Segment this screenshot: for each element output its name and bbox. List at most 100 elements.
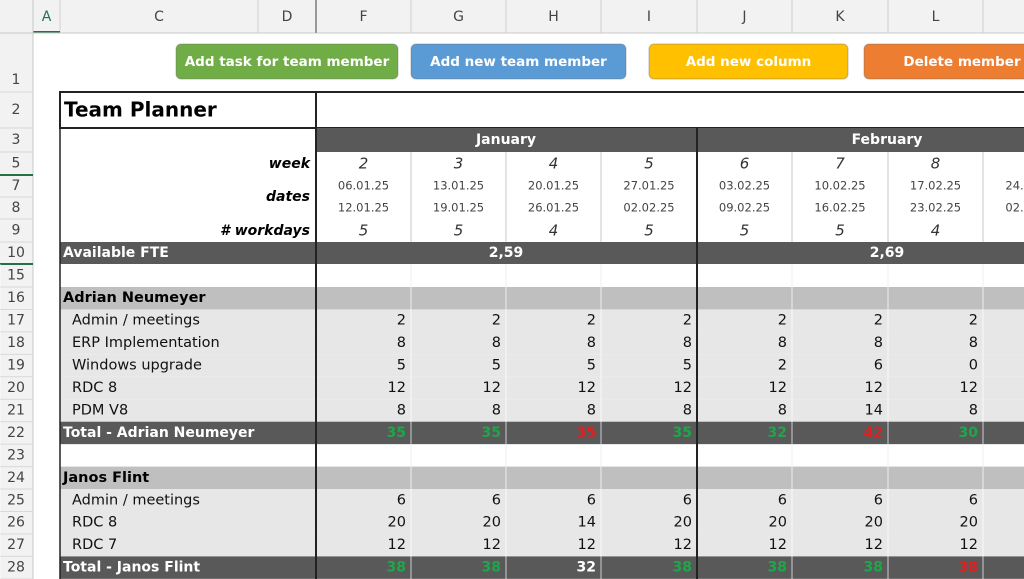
week-end: 19.01.25 — [433, 201, 484, 215]
member-header — [60, 287, 1024, 310]
total-value: 38 — [482, 560, 501, 576]
task-name: RDC 8 — [72, 380, 117, 396]
task-name: Admin / meetings — [72, 313, 200, 329]
hours: 12 — [960, 380, 978, 396]
total-value: 38 — [768, 560, 787, 576]
hours: 20 — [674, 515, 692, 531]
row-number: 7 — [12, 178, 21, 194]
week-start: 20.01.25 — [528, 179, 579, 193]
hours: 8 — [969, 402, 978, 418]
total-value: 35 — [577, 425, 596, 441]
column-header: L — [932, 9, 940, 25]
hours: 5 — [397, 358, 406, 374]
week-start: 27.01.25 — [623, 179, 674, 193]
hours: 8 — [397, 335, 406, 351]
row-number: 18 — [7, 335, 25, 351]
workdays: 4 — [549, 222, 559, 240]
total-row — [60, 556, 1024, 579]
dates-label: dates — [266, 189, 310, 205]
total-value: 38 — [673, 560, 692, 576]
hours: 8 — [492, 335, 501, 351]
row-number: 26 — [7, 515, 25, 531]
hours: 20 — [769, 515, 787, 531]
button[interactable] — [648, 43, 849, 80]
workdays: 5 — [359, 222, 369, 240]
hours: 8 — [778, 335, 787, 351]
hours: 6 — [874, 492, 883, 508]
workdays: 4 — [931, 222, 941, 240]
row-number: 27 — [7, 537, 25, 553]
total-label: Total - Adrian Neumeyer — [63, 425, 255, 441]
column-header: J — [741, 9, 746, 25]
workdays: 5 — [740, 222, 750, 240]
total-value: 38 — [864, 560, 883, 576]
row-number: 28 — [7, 560, 25, 576]
hours: 2 — [778, 358, 787, 374]
hours: 12 — [960, 537, 978, 553]
row-number: 9 — [12, 223, 21, 239]
button[interactable] — [863, 43, 1024, 80]
button-label[interactable]: Add new column — [686, 54, 812, 70]
fte-bar — [60, 242, 1024, 264]
task-name: ERP Implementation — [72, 335, 220, 351]
row-number: 10 — [7, 245, 25, 261]
fte-value: 2,69 — [870, 245, 905, 261]
hours: 8 — [874, 335, 883, 351]
task-name: RDC 7 — [72, 537, 117, 553]
row-header-bar — [0, 33, 33, 579]
row-number: 22 — [7, 425, 25, 441]
hours: 2 — [874, 313, 883, 329]
hours: 6 — [874, 358, 883, 374]
row-number: 15 — [7, 268, 25, 284]
hours: 2 — [683, 313, 692, 329]
task-row — [60, 354, 1024, 377]
week-start: 24.02.25 — [1005, 179, 1024, 193]
fte-value: 2,59 — [489, 245, 524, 261]
week-end: 23.02.25 — [910, 201, 961, 215]
column-header: H — [548, 9, 559, 25]
week-start: 03.02.25 — [719, 179, 770, 193]
hours: 12 — [578, 380, 596, 396]
hours: 12 — [674, 537, 692, 553]
column-header: G — [453, 9, 464, 25]
button-label[interactable]: Add task for team member — [185, 54, 390, 70]
hours: 20 — [388, 515, 406, 531]
button[interactable] — [410, 43, 627, 80]
week-label: week — [269, 156, 312, 172]
row-number: 21 — [7, 402, 25, 418]
button-label[interactable]: Add new team member — [430, 54, 607, 70]
hours: 8 — [397, 402, 406, 418]
column-header: F — [359, 9, 367, 25]
workdays: 5 — [835, 222, 845, 240]
hours: 5 — [683, 358, 692, 374]
hours: 2 — [969, 313, 978, 329]
hours: 12 — [388, 380, 406, 396]
hours: 20 — [865, 515, 883, 531]
hours: 8 — [778, 402, 787, 418]
hours: 2 — [397, 313, 406, 329]
week-start: 17.02.25 — [910, 179, 961, 193]
month-bar — [316, 128, 1024, 152]
button[interactable] — [175, 43, 399, 80]
hours: 8 — [683, 402, 692, 418]
hours: 8 — [587, 402, 596, 418]
total-value: 35 — [482, 425, 501, 441]
total-value: 42 — [864, 425, 883, 441]
week-number: 4 — [549, 155, 559, 173]
column-header: I — [647, 9, 651, 25]
task-row — [60, 376, 1024, 400]
total-row — [60, 421, 1024, 445]
week-end: 26.01.25 — [528, 201, 579, 215]
task-row — [60, 331, 1024, 355]
hours: 12 — [483, 537, 501, 553]
column-header: K — [835, 9, 845, 25]
hours: 2 — [587, 313, 596, 329]
button-label[interactable]: Delete member — [903, 54, 1021, 70]
task-name: Windows upgrade — [72, 358, 202, 374]
hours: 12 — [388, 537, 406, 553]
hours: 20 — [960, 515, 978, 531]
total-value: 35 — [673, 425, 692, 441]
hours: 8 — [969, 335, 978, 351]
week-end: 16.02.25 — [814, 201, 865, 215]
